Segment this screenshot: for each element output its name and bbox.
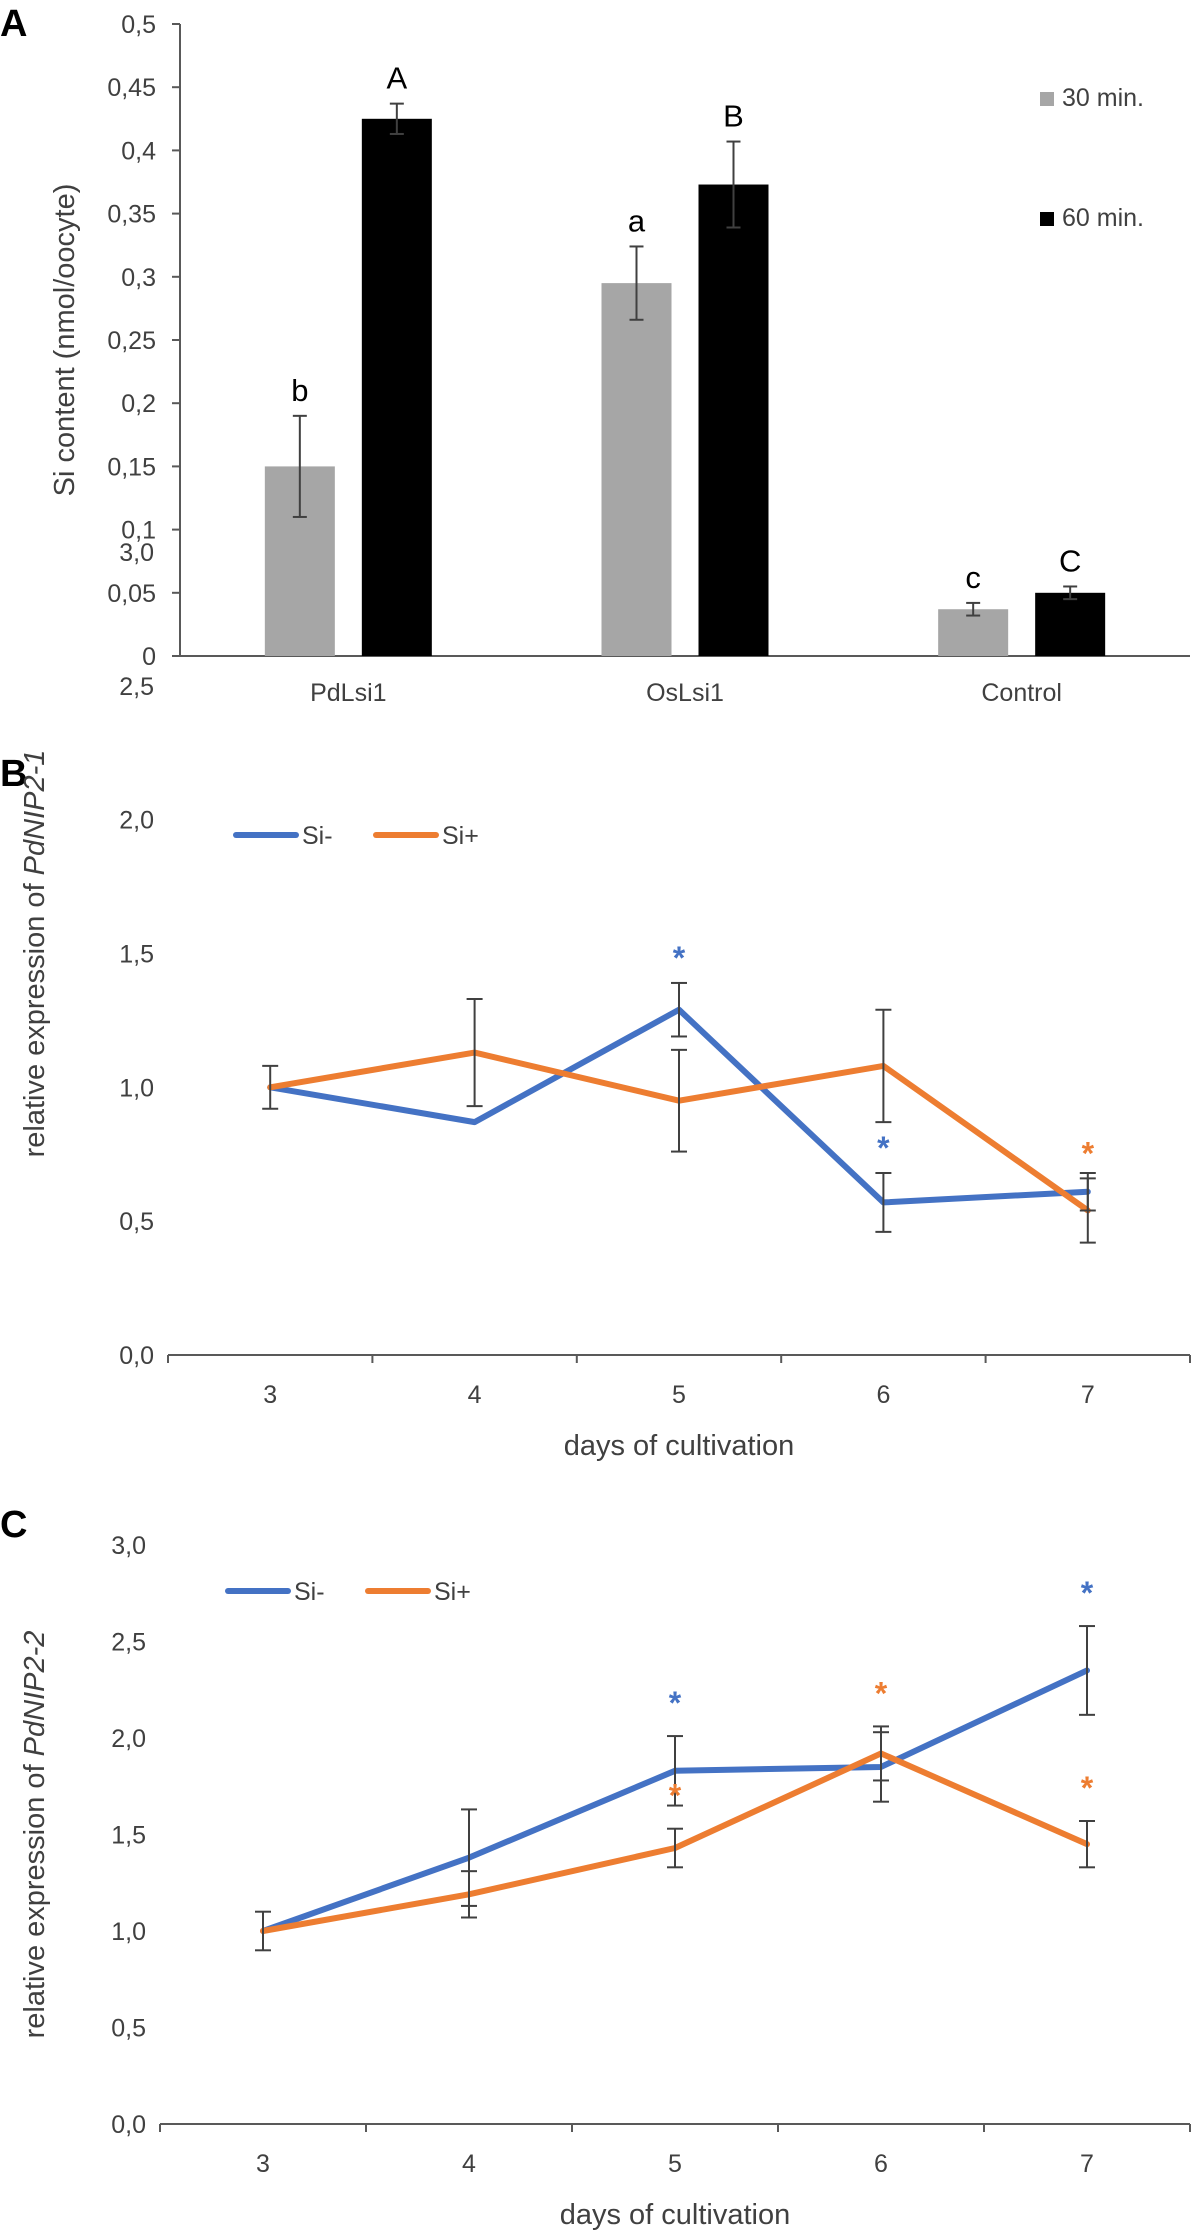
y-axis-title-prefix: relative expression of bbox=[19, 1756, 51, 2038]
y-axis-title-gene: PdNIP2-2 bbox=[19, 1631, 51, 1757]
y-axis-title-prefix: relative expression of bbox=[19, 875, 51, 1157]
y-tick-label: 0,5 bbox=[119, 1208, 154, 1236]
x-tick-label: OsLsi1 bbox=[646, 679, 724, 707]
significance-star: * bbox=[669, 1685, 682, 1721]
y-tick-label: 0,25 bbox=[107, 327, 156, 355]
significance-letter: C bbox=[1059, 543, 1081, 578]
significance-star: * bbox=[673, 940, 686, 976]
x-axis-title: days of cultivation bbox=[560, 2199, 791, 2231]
y-tick-label: 0,5 bbox=[121, 11, 156, 39]
y-tick-label: 3,0 bbox=[111, 1532, 146, 1560]
y-tick-label: 3,0 bbox=[119, 539, 154, 567]
x-tick-label: 5 bbox=[668, 2150, 682, 2178]
significance-star: * bbox=[1082, 1135, 1095, 1171]
y-tick-label: 2,5 bbox=[119, 673, 154, 701]
bar bbox=[601, 283, 672, 656]
x-tick-label: 6 bbox=[876, 1381, 890, 1409]
bar bbox=[1035, 592, 1106, 656]
y-tick-label: 2,0 bbox=[119, 807, 154, 835]
legend-label: 60 min. bbox=[1062, 204, 1144, 232]
y-tick-label: 0,2 bbox=[121, 390, 156, 418]
panel-b-chart: 0,0 0,5 1,0 1,5 2,0 2,5 3,0 relative expression… bbox=[19, 539, 1191, 1462]
legend-label: Si+ bbox=[434, 1578, 471, 1606]
significance-star: * bbox=[669, 1778, 682, 1814]
legend-label: 30 min. bbox=[1062, 84, 1144, 112]
y-tick-label: 0 bbox=[142, 643, 156, 671]
panel-a-chart: 0 0,05 0,1 0,15 0,2 0,25 0,3 0,35 0,4 0,45 0,5 Si c… bbox=[49, 11, 1190, 707]
y-tick-label: 0,05 bbox=[107, 580, 156, 608]
significance-letter: a bbox=[628, 203, 646, 238]
y-tick-label: 2,5 bbox=[111, 1629, 146, 1657]
y-tick-label: 0,45 bbox=[107, 74, 156, 102]
x-tick-label: 7 bbox=[1081, 1381, 1095, 1409]
y-axis-title-gene: PdNIP2-1 bbox=[19, 750, 51, 876]
panel-c-chart: 0,0 0,5 1,0 1,5 2,0 2,5 3,0 relative expression… bbox=[19, 1532, 1191, 2231]
significance-letter: b bbox=[291, 373, 308, 408]
y-tick-label: 0,35 bbox=[107, 201, 156, 229]
significance-star: * bbox=[877, 1130, 890, 1166]
bar bbox=[698, 184, 769, 656]
panel-b-letter: B bbox=[0, 753, 27, 795]
y-axis-title: Si content (nmol/oocyte) bbox=[49, 184, 81, 497]
y-axis-title: relative expression of PdNIP2-1 bbox=[19, 750, 51, 1158]
x-tick-label: 3 bbox=[263, 1381, 277, 1409]
y-tick-label: 0,0 bbox=[119, 1342, 154, 1370]
y-tick-label: 0,4 bbox=[121, 137, 156, 165]
significance-letter: c bbox=[965, 560, 981, 595]
x-tick-label: 4 bbox=[468, 1381, 482, 1409]
significance-letter: A bbox=[386, 61, 407, 96]
significance-star: * bbox=[1081, 1575, 1094, 1611]
y-tick-label: 1,0 bbox=[119, 1074, 154, 1102]
legend-label: Si+ bbox=[442, 822, 479, 850]
y-tick-label: 0,15 bbox=[107, 453, 156, 481]
y-tick-label: 1,5 bbox=[119, 941, 154, 969]
x-tick-label: Control bbox=[981, 679, 1062, 707]
y-tick-label: 1,5 bbox=[111, 1822, 146, 1850]
legend-label: Si- bbox=[302, 822, 333, 850]
x-tick-label: PdLsi1 bbox=[310, 679, 386, 707]
x-tick-label: 6 bbox=[874, 2150, 888, 2178]
y-tick-label: 0,0 bbox=[111, 2111, 146, 2139]
y-tick-label: 2,0 bbox=[111, 1725, 146, 1753]
legend-swatch bbox=[1040, 212, 1054, 226]
x-tick-label: 3 bbox=[256, 2150, 270, 2178]
x-tick-label: 5 bbox=[672, 1381, 686, 1409]
y-axis-title: relative expression of PdNIP2-2 bbox=[19, 1631, 51, 2039]
panel-c-letter: C bbox=[0, 1504, 27, 1546]
x-tick-label: 7 bbox=[1080, 2150, 1094, 2178]
y-tick-label: 1,0 bbox=[111, 1918, 146, 1946]
panel-a-letter: A bbox=[0, 3, 27, 45]
x-axis-title: days of cultivation bbox=[564, 1430, 795, 1462]
x-tick-label: 4 bbox=[462, 2150, 476, 2178]
legend-label: Si- bbox=[294, 1578, 325, 1606]
significance-letter: B bbox=[723, 99, 744, 134]
y-tick-label: 0,1 bbox=[121, 517, 156, 545]
significance-star: * bbox=[875, 1675, 888, 1711]
legend-swatch bbox=[1040, 92, 1054, 106]
significance-star: * bbox=[1081, 1770, 1094, 1806]
bar bbox=[361, 118, 432, 657]
y-tick-label: 0,5 bbox=[111, 2015, 146, 2043]
bar bbox=[938, 609, 1009, 656]
y-tick-label: 0,3 bbox=[121, 264, 156, 292]
